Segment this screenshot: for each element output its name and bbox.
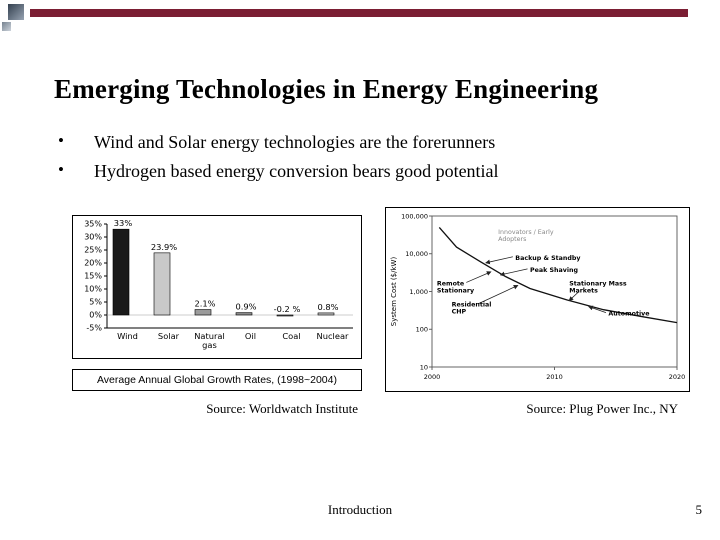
cost-curve — [438, 226, 678, 324]
system-cost-line-chart: 100,000 10,000 1,000 100 10 2000 2010 2020 Syste… — [385, 207, 690, 392]
chart-annotation: Residential CHP — [452, 302, 492, 316]
slide-title: Emerging Technologies in Energy Engineer… — [54, 74, 599, 104]
page-number: 5 — [695, 502, 703, 517]
svg-text:Solar: Solar — [158, 331, 180, 341]
svg-text:0.8%: 0.8% — [317, 302, 338, 312]
growth-rates-chart-svg: 35% 30% 25% 20% 15% 10% 5% 0% -5% 33% 23.9% 2.1% 0.9… — [84, 218, 353, 350]
bullet-text: Hydrogen based energy conversion bears g… — [94, 161, 499, 182]
system-cost-chart-svg: 100,000 10,000 1,000 100 10 2000 2010 2020 Syste… — [390, 212, 686, 381]
svg-text:20%: 20% — [84, 259, 102, 268]
svg-text:100,000: 100,000 — [401, 212, 428, 220]
bar-nuclear — [317, 312, 335, 316]
bar-solar — [153, 252, 171, 316]
svg-text:2000: 2000 — [424, 373, 441, 381]
bar-wind — [112, 228, 130, 316]
svg-text:Wind: Wind — [117, 331, 138, 341]
right-chart-source: Source: Plug Power Inc., NY — [526, 401, 678, 416]
bullet-marker-icon: • — [58, 131, 64, 150]
decoration-accent-bar — [30, 9, 688, 17]
svg-text:5%: 5% — [89, 298, 102, 307]
svg-text:15%: 15% — [84, 272, 102, 281]
svg-text:Nuclear: Nuclear — [317, 331, 350, 341]
chart-annotation: Automotive — [608, 311, 649, 318]
chart-annotation: Innovators / Early Adopters — [498, 229, 554, 243]
svg-text:10,000: 10,000 — [405, 250, 428, 258]
svg-text:-0.2 %: -0.2 % — [274, 304, 301, 314]
svg-text:10%: 10% — [84, 285, 102, 294]
decoration-square-large — [8, 4, 24, 20]
left-chart-source: Source: Worldwatch Institute — [206, 401, 358, 416]
chart-annotation: Peak Shaving — [530, 267, 578, 274]
svg-text:30%: 30% — [84, 233, 102, 242]
growth-rates-chart-caption: Average Annual Global Growth Rates, (199… — [72, 369, 362, 391]
growth-rates-bar-chart: 35% 30% 25% 20% 15% 10% 5% 0% -5% 33% 23.9% 2.1% 0.9… — [72, 215, 362, 359]
svg-text:Coal: Coal — [282, 331, 300, 341]
bullet-list: • Wind and Solar energy technologies are… — [58, 130, 688, 189]
svg-text:2.1%: 2.1% — [194, 299, 215, 309]
bullet-marker-icon: • — [58, 160, 64, 180]
svg-text:Oil: Oil — [245, 331, 256, 341]
svg-text:23.9%: 23.9% — [151, 242, 177, 252]
footer-text: Introduction — [327, 502, 393, 517]
bar-oil — [235, 312, 253, 316]
svg-text:10: 10 — [420, 363, 428, 371]
bullet-item: • Wind and Solar energy technologies are… — [58, 130, 688, 154]
chart-annotation: Remote Stationary — [437, 280, 474, 294]
chart-annotation: Stationary Mass Markets — [569, 280, 627, 294]
bullet-text: Wind and Solar energy technologies are t… — [94, 132, 496, 152]
svg-text:2010: 2010 — [546, 373, 563, 381]
bar-coal — [276, 314, 294, 317]
svg-text:33%: 33% — [114, 218, 133, 228]
svg-text:35%: 35% — [84, 220, 102, 229]
svg-text:25%: 25% — [84, 246, 102, 255]
svg-text:2020: 2020 — [669, 373, 686, 381]
svg-text:0%: 0% — [89, 311, 102, 320]
chart-annotation: Backup & Standby — [515, 255, 580, 262]
svg-text:100: 100 — [416, 326, 428, 334]
bullet-item: • Hydrogen based energy conversion bears… — [58, 159, 688, 183]
svg-text:System Cost ($/kW): System Cost ($/kW) — [390, 257, 398, 327]
svg-text:0.9%: 0.9% — [235, 302, 256, 312]
svg-text:1,000: 1,000 — [409, 288, 428, 296]
decoration-square-small — [2, 22, 11, 31]
svg-text:-5%: -5% — [86, 324, 102, 333]
bar-natural-gas — [194, 309, 212, 316]
